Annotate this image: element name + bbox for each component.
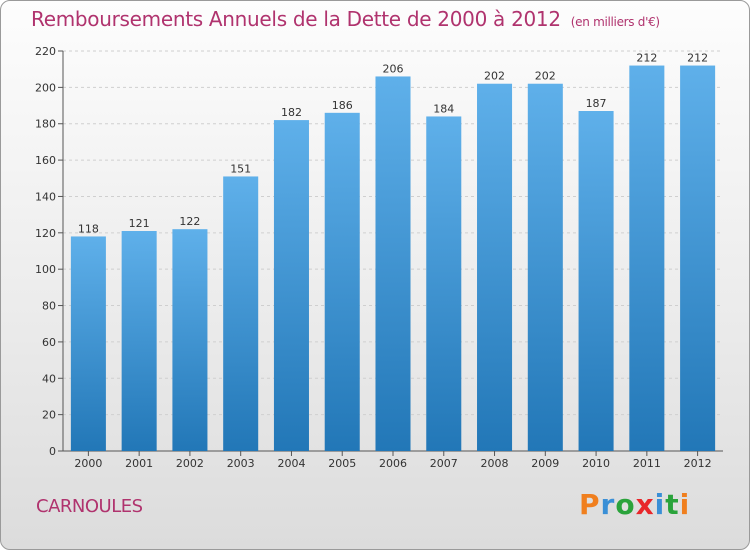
bar-2001 xyxy=(121,231,157,451)
chart-title-text: Remboursements Annuels de la Dette de 20… xyxy=(31,7,561,31)
data-label: 187 xyxy=(586,97,607,110)
x-tick-label: 2011 xyxy=(633,457,661,470)
brand-letter: t xyxy=(665,488,680,521)
brand-letter: P xyxy=(579,488,601,521)
bar-2008 xyxy=(477,83,513,452)
data-label: 118 xyxy=(78,222,99,235)
x-tick-label: 2007 xyxy=(430,457,458,470)
chart-unit: (en milliers d'€) xyxy=(570,15,660,29)
y-tick-label: 60 xyxy=(42,336,56,349)
bar-2012 xyxy=(680,65,716,451)
bar-2006 xyxy=(375,76,411,452)
x-tick-label: 2000 xyxy=(74,457,102,470)
labels: 0 20 40 60 80 100 120 140 160 180 200 220 2000 118 200… xyxy=(35,45,712,470)
data-label: 186 xyxy=(332,99,353,112)
bar-2005 xyxy=(324,112,360,452)
data-label: 182 xyxy=(281,106,302,119)
data-label: 202 xyxy=(484,70,505,83)
x-tick-label: 2003 xyxy=(227,457,255,470)
x-tick-label: 2004 xyxy=(277,457,305,470)
y-tick-label: 0 xyxy=(49,445,56,458)
data-label: 151 xyxy=(230,162,251,175)
x-tick-label: 2002 xyxy=(176,457,204,470)
brand-letter: i xyxy=(679,488,691,521)
y-tick-label: 160 xyxy=(35,154,56,167)
bars xyxy=(70,65,716,452)
brand-letter: o xyxy=(615,488,636,521)
data-label: 202 xyxy=(535,70,556,83)
x-tick-label: 2009 xyxy=(531,457,559,470)
bar-2003 xyxy=(223,176,259,452)
brand-letter: x xyxy=(635,488,655,521)
x-tick-label: 2006 xyxy=(379,457,407,470)
bar-2010 xyxy=(578,111,614,451)
data-label: 206 xyxy=(383,62,404,75)
y-tick-label: 120 xyxy=(35,227,56,240)
chart-title: Remboursements Annuels de la Dette de 20… xyxy=(31,7,660,31)
bar-2007 xyxy=(426,116,462,452)
brand-logo: Proxiti xyxy=(579,488,690,521)
y-tick-label: 20 xyxy=(42,409,56,422)
y-tick-label: 140 xyxy=(35,190,56,203)
y-tick-label: 220 xyxy=(35,45,56,58)
x-tick-label: 2008 xyxy=(481,457,509,470)
y-tick-label: 100 xyxy=(35,263,56,276)
bar-2000 xyxy=(70,236,106,451)
city-name: CARNOULES xyxy=(36,496,143,517)
data-label: 212 xyxy=(687,52,708,65)
y-tick-label: 40 xyxy=(42,372,56,385)
x-tick-label: 2005 xyxy=(328,457,356,470)
data-label: 121 xyxy=(129,217,150,230)
bar-2002 xyxy=(172,229,208,451)
bar-2011 xyxy=(629,65,665,451)
data-label: 184 xyxy=(433,102,454,115)
x-tick-label: 2001 xyxy=(125,457,153,470)
data-label: 212 xyxy=(636,52,657,65)
y-tick-label: 180 xyxy=(35,118,56,131)
y-tick-label: 200 xyxy=(35,81,56,94)
y-tick-label: 80 xyxy=(42,300,56,313)
bar-2004 xyxy=(273,120,309,451)
x-tick-label: 2010 xyxy=(582,457,610,470)
data-label: 122 xyxy=(179,215,200,228)
brand-letter: r xyxy=(600,488,616,521)
x-tick-label: 2012 xyxy=(684,457,712,470)
brand-letter: i xyxy=(654,488,666,521)
bar-2009 xyxy=(527,83,563,452)
